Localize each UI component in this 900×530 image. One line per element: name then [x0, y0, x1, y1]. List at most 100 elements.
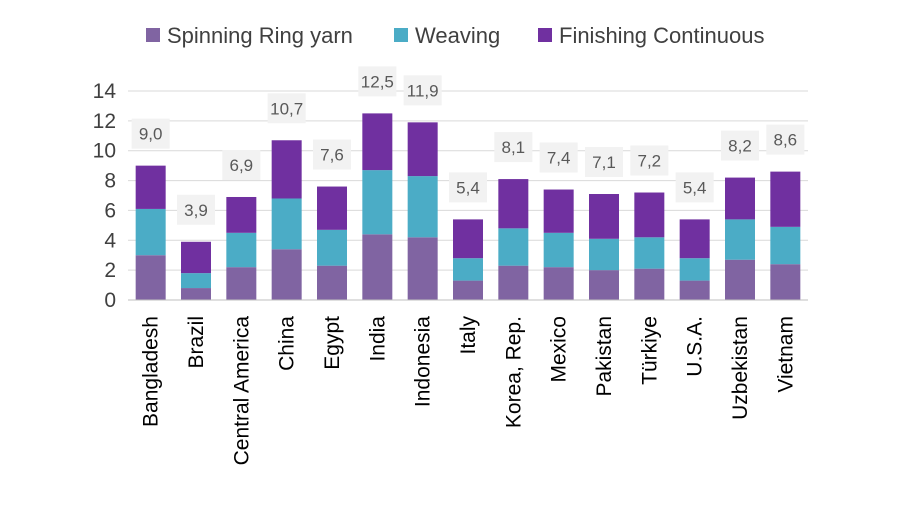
- bar-finishing-continuous: [135, 165, 166, 209]
- total-label-box: [630, 145, 669, 176]
- legend-label: Spinning Ring yarn: [167, 23, 353, 48]
- x-category-label: Vietnam: [774, 316, 797, 393]
- bar-finishing-continuous: [317, 186, 347, 230]
- total-label-box: [585, 147, 623, 178]
- x-category-label: Italy: [457, 316, 480, 355]
- x-category-label: Mexico: [548, 316, 571, 383]
- x-category-label: Indonesia: [412, 316, 435, 407]
- total-label-box: [449, 172, 487, 203]
- bar-weaving: [317, 229, 347, 266]
- legend-swatch: [538, 28, 552, 42]
- bar-finishing-continuous: [271, 140, 302, 199]
- bar-finishing-continuous: [407, 122, 438, 177]
- bar-spinning-ring-yarn: [498, 265, 529, 300]
- total-label-box: [222, 149, 261, 180]
- y-tick-label: 10: [93, 140, 116, 163]
- bar-weaving: [770, 226, 801, 265]
- bar-finishing-continuous: [725, 177, 755, 220]
- total-label: 8,1: [502, 138, 526, 157]
- total-label-box: [358, 66, 397, 97]
- bar-spinning-ring-yarn: [634, 268, 665, 300]
- total-label-box: [403, 75, 442, 106]
- bar-weaving: [634, 237, 665, 269]
- x-category-label: Korea, Rep.: [502, 316, 525, 428]
- bar-finishing-continuous: [453, 219, 483, 259]
- bar-spinning-ring-yarn: [725, 259, 755, 300]
- bar-finishing-continuous: [181, 241, 211, 274]
- bar-spinning-ring-yarn: [589, 270, 619, 300]
- x-category-label: Central America: [230, 316, 253, 466]
- total-label: 5,4: [683, 178, 707, 197]
- bar-spinning-ring-yarn: [407, 237, 438, 300]
- bar-weaving: [725, 219, 755, 260]
- bar-spinning-ring-yarn: [271, 249, 302, 300]
- total-label-box: [539, 142, 578, 173]
- bar-finishing-continuous: [679, 219, 710, 259]
- y-axis: 0 2 4 6 8 10 12 14: [93, 80, 117, 312]
- total-label: 5,4: [456, 178, 480, 197]
- x-category-label: Egypt: [321, 316, 344, 370]
- bar-weaving: [181, 273, 211, 289]
- bar-finishing-continuous: [770, 171, 801, 227]
- y-tick-label: 2: [104, 259, 116, 282]
- bar-weaving: [679, 258, 710, 281]
- x-category-label: India: [366, 316, 389, 362]
- bar-finishing-continuous: [498, 179, 529, 229]
- x-category-label: Bangladesh: [140, 316, 163, 427]
- legend-label: Weaving: [415, 23, 500, 48]
- x-category-label: Brazil: [185, 316, 208, 369]
- x-category-label: Türkiye: [638, 316, 661, 385]
- bar-spinning-ring-yarn: [543, 267, 574, 300]
- bar-spinning-ring-yarn: [453, 280, 483, 300]
- bar-weaving: [498, 228, 529, 266]
- x-category-label: Pakistan: [593, 316, 616, 397]
- bar-finishing-continuous: [543, 189, 574, 233]
- bar-spinning-ring-yarn: [135, 255, 166, 300]
- bar-finishing-continuous: [226, 196, 257, 233]
- total-label: 12,5: [361, 72, 394, 91]
- y-tick-label: 8: [104, 170, 116, 193]
- chart-legend: Spinning Ring yarn Weaving Finishing Conti…: [146, 23, 764, 48]
- bar-weaving: [407, 176, 438, 238]
- bar-spinning-ring-yarn: [181, 288, 211, 300]
- y-tick-label: 4: [104, 229, 116, 252]
- total-label: 11,9: [407, 81, 439, 100]
- bars: [135, 113, 801, 300]
- total-label: 6,9: [230, 156, 254, 175]
- total-label: 7,4: [547, 149, 571, 168]
- legend-swatch: [146, 28, 160, 42]
- bar-weaving: [543, 232, 574, 268]
- bar-weaving: [135, 208, 166, 256]
- y-tick-label: 12: [93, 110, 116, 133]
- bar-weaving: [226, 232, 257, 268]
- bar-weaving: [362, 170, 393, 235]
- total-label: 7,6: [320, 146, 344, 165]
- bar-weaving: [271, 198, 302, 250]
- total-label: 9,0: [139, 125, 163, 144]
- bar-weaving: [453, 258, 483, 281]
- total-label: 3,9: [184, 201, 208, 220]
- bar-finishing-continuous: [362, 113, 393, 171]
- x-category-label: Uzbekistan: [729, 316, 752, 420]
- y-tick-label: 6: [104, 199, 116, 222]
- total-label: 8,6: [774, 131, 798, 150]
- y-tick-label: 0: [104, 289, 116, 312]
- total-label-box: [766, 124, 805, 155]
- bar-finishing-continuous: [589, 194, 619, 239]
- total-label: 8,2: [728, 137, 752, 156]
- total-label-box: [721, 130, 759, 161]
- total-label-box: [267, 93, 306, 124]
- y-tick-label: 14: [93, 80, 117, 103]
- x-category-label: China: [276, 316, 299, 371]
- total-label-box: [177, 194, 215, 225]
- bar-spinning-ring-yarn: [317, 265, 347, 300]
- total-label: 7,1: [592, 153, 616, 172]
- bar-spinning-ring-yarn: [362, 234, 393, 300]
- bar-spinning-ring-yarn: [679, 280, 710, 300]
- total-labels: 9,0 3,9 6,9 10,7 7,6 12,5 11,9 5,4 8,1 7,4 7,1 7,2 5…: [131, 66, 805, 225]
- bar-finishing-continuous: [634, 192, 665, 238]
- legend-swatch: [394, 28, 408, 42]
- x-category-label: U.S.A.: [684, 316, 707, 377]
- total-label: 7,2: [638, 152, 662, 171]
